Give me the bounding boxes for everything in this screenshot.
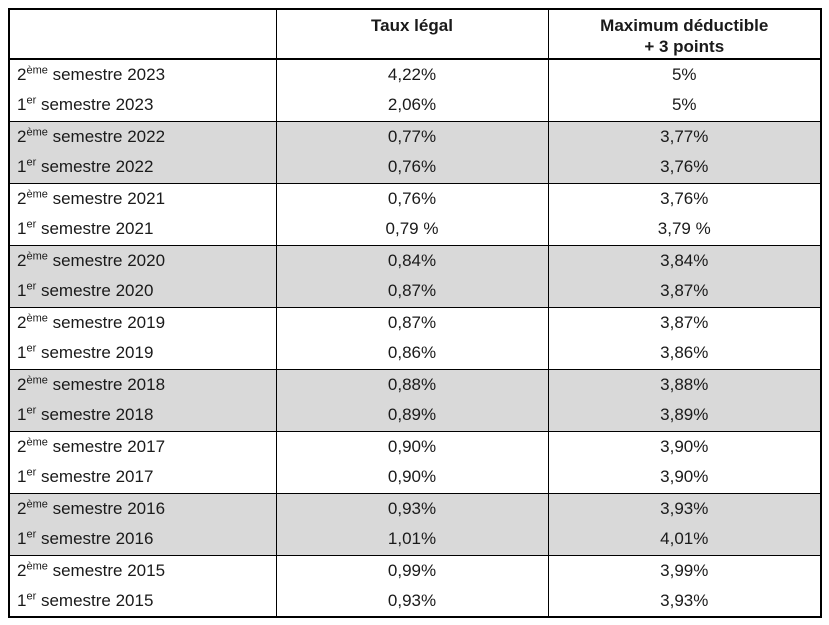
semester-label: 2ème semestre 2019: [8, 306, 277, 338]
semester-label: 2ème semestre 2023: [8, 58, 277, 90]
max-deductible-value: 3,76%: [547, 182, 822, 214]
semester-label: 2ème semestre 2022: [8, 120, 277, 152]
taux-legal-value: 4,22%: [275, 58, 549, 90]
taux-legal-value: 0,86%: [275, 338, 549, 369]
ordinal-superscript: er: [26, 94, 37, 107]
ordinal-superscript: ème: [26, 498, 48, 511]
table-row: 2ème semestre 2016 0,93% 3,93%: [8, 492, 822, 524]
max-deductible-value: 3,93%: [547, 492, 822, 524]
taux-legal-value: 0,99%: [275, 554, 549, 586]
taux-legal-value: 0,93%: [275, 492, 549, 524]
semester-label: 2ème semestre 2017: [8, 430, 277, 462]
ordinal-superscript: ème: [26, 250, 48, 263]
taux-legal-value: 0,79 %: [275, 214, 549, 245]
max-deductible-value: 3,90%: [547, 430, 822, 462]
table-row: 1er semestre 2016 1,01% 4,01%: [8, 524, 822, 555]
ordinal-superscript: er: [26, 280, 37, 293]
ordinal-superscript: er: [26, 528, 37, 541]
taux-legal-value: 0,87%: [275, 306, 549, 338]
taux-legal-value: 0,90%: [275, 462, 549, 493]
max-deductible-value: 5%: [547, 90, 822, 121]
semester-label: 2ème semestre 2020: [8, 244, 277, 276]
table-header: Taux légal Maximum déductible + 3 points: [8, 8, 822, 60]
table-row: 2ème semestre 2022 0,77% 3,77%: [8, 120, 822, 152]
semester-label: 1er semestre 2016: [8, 524, 277, 555]
semester-label: 1er semestre 2017: [8, 462, 277, 493]
ordinal-superscript: er: [26, 218, 37, 231]
max-deductible-value: 3,99%: [547, 554, 822, 586]
ordinal-superscript: ème: [26, 188, 48, 201]
ordinal-superscript: ème: [26, 64, 48, 77]
table-row: 2ème semestre 2019 0,87% 3,87%: [8, 306, 822, 338]
taux-legal-value: 0,88%: [275, 368, 549, 400]
taux-legal-value: 2,06%: [275, 90, 549, 121]
taux-legal-value: 1,01%: [275, 524, 549, 555]
semester-label: 1er semestre 2021: [8, 214, 277, 245]
max-deductible-value: 3,88%: [547, 368, 822, 400]
max-deductible-value: 3,90%: [547, 462, 822, 493]
table-row: 1er semestre 2020 0,87% 3,87%: [8, 276, 822, 307]
ordinal-superscript: ème: [26, 126, 48, 139]
ordinal-superscript: er: [26, 342, 37, 355]
semester-label: 1er semestre 2018: [8, 400, 277, 431]
table-row: 1er semestre 2021 0,79 % 3,79 %: [8, 214, 822, 245]
rates-table-body: 2ème semestre 2023 4,22% 5% 1er semestre 20…: [8, 58, 822, 617]
ordinal-superscript: ème: [26, 312, 48, 325]
semester-label: 1er semestre 2020: [8, 276, 277, 307]
semester-label: 1er semestre 2019: [8, 338, 277, 369]
max-deductible-value: 3,86%: [547, 338, 822, 369]
ordinal-superscript: er: [26, 590, 37, 603]
max-deductible-value: 3,89%: [547, 400, 822, 431]
max-deductible-value: 3,87%: [547, 276, 822, 307]
table-row: 1er semestre 2023 2,06% 5%: [8, 90, 822, 121]
table-row: 1er semestre 2017 0,90% 3,90%: [8, 462, 822, 493]
ordinal-superscript: ème: [26, 436, 48, 449]
taux-legal-value: 0,76%: [275, 182, 549, 214]
table-row: 1er semestre 2018 0,89% 3,89%: [8, 400, 822, 431]
ordinal-superscript: er: [26, 466, 37, 479]
corner-header-cell: [8, 8, 277, 60]
table-row: 1er semestre 2022 0,76% 3,76%: [8, 152, 822, 183]
max-deductible-value: 5%: [547, 58, 822, 90]
table-row: 2ème semestre 2018 0,88% 3,88%: [8, 368, 822, 400]
taux-legal-value: 0,90%: [275, 430, 549, 462]
ordinal-superscript: ème: [26, 374, 48, 387]
table-row: 2ème semestre 2015 0,99% 3,99%: [8, 554, 822, 586]
max-deductible-value: 3,87%: [547, 306, 822, 338]
taux-legal-value: 0,87%: [275, 276, 549, 307]
semester-label: 1er semestre 2015: [8, 586, 277, 617]
semester-label: 2ème semestre 2016: [8, 492, 277, 524]
table-row: 2ème semestre 2020 0,84% 3,84%: [8, 244, 822, 276]
max-deductible-value: 3,79 %: [547, 214, 822, 245]
taux-legal-value: 0,76%: [275, 152, 549, 183]
header-row: Taux légal Maximum déductible + 3 points: [8, 8, 822, 60]
semester-label: 1er semestre 2022: [8, 152, 277, 183]
taux-legal-value: 0,93%: [275, 586, 549, 617]
taux-legal-value: 0,84%: [275, 244, 549, 276]
table-row: 2ème semestre 2023 4,22% 5%: [8, 58, 822, 90]
max-deductible-value: 4,01%: [547, 524, 822, 555]
interest-rates-table: Taux légal Maximum déductible + 3 points…: [8, 8, 822, 618]
table-row: 2ème semestre 2017 0,90% 3,90%: [8, 430, 822, 462]
max-deductible-value: 3,84%: [547, 244, 822, 276]
semester-label: 2ème semestre 2021: [8, 182, 277, 214]
semester-label: 1er semestre 2023: [8, 90, 277, 121]
col-header-max-deductible: Maximum déductible + 3 points: [547, 8, 822, 60]
semester-label: 2ème semestre 2015: [8, 554, 277, 586]
ordinal-superscript: er: [26, 156, 37, 169]
max-deductible-value: 3,76%: [547, 152, 822, 183]
max-deductible-value: 3,77%: [547, 120, 822, 152]
taux-legal-value: 0,77%: [275, 120, 549, 152]
ordinal-superscript: er: [26, 404, 37, 417]
semester-label: 2ème semestre 2018: [8, 368, 277, 400]
table-row: 1er semestre 2015 0,93% 3,93%: [8, 586, 822, 617]
table-row: 2ème semestre 2021 0,76% 3,76%: [8, 182, 822, 214]
ordinal-superscript: ème: [26, 560, 48, 573]
max-deductible-value: 3,93%: [547, 586, 822, 617]
document-page: Taux légal Maximum déductible + 3 points…: [8, 8, 822, 618]
table-row: 1er semestre 2019 0,86% 3,86%: [8, 338, 822, 369]
taux-legal-value: 0,89%: [275, 400, 549, 431]
col-header-taux-legal: Taux légal: [275, 8, 549, 60]
